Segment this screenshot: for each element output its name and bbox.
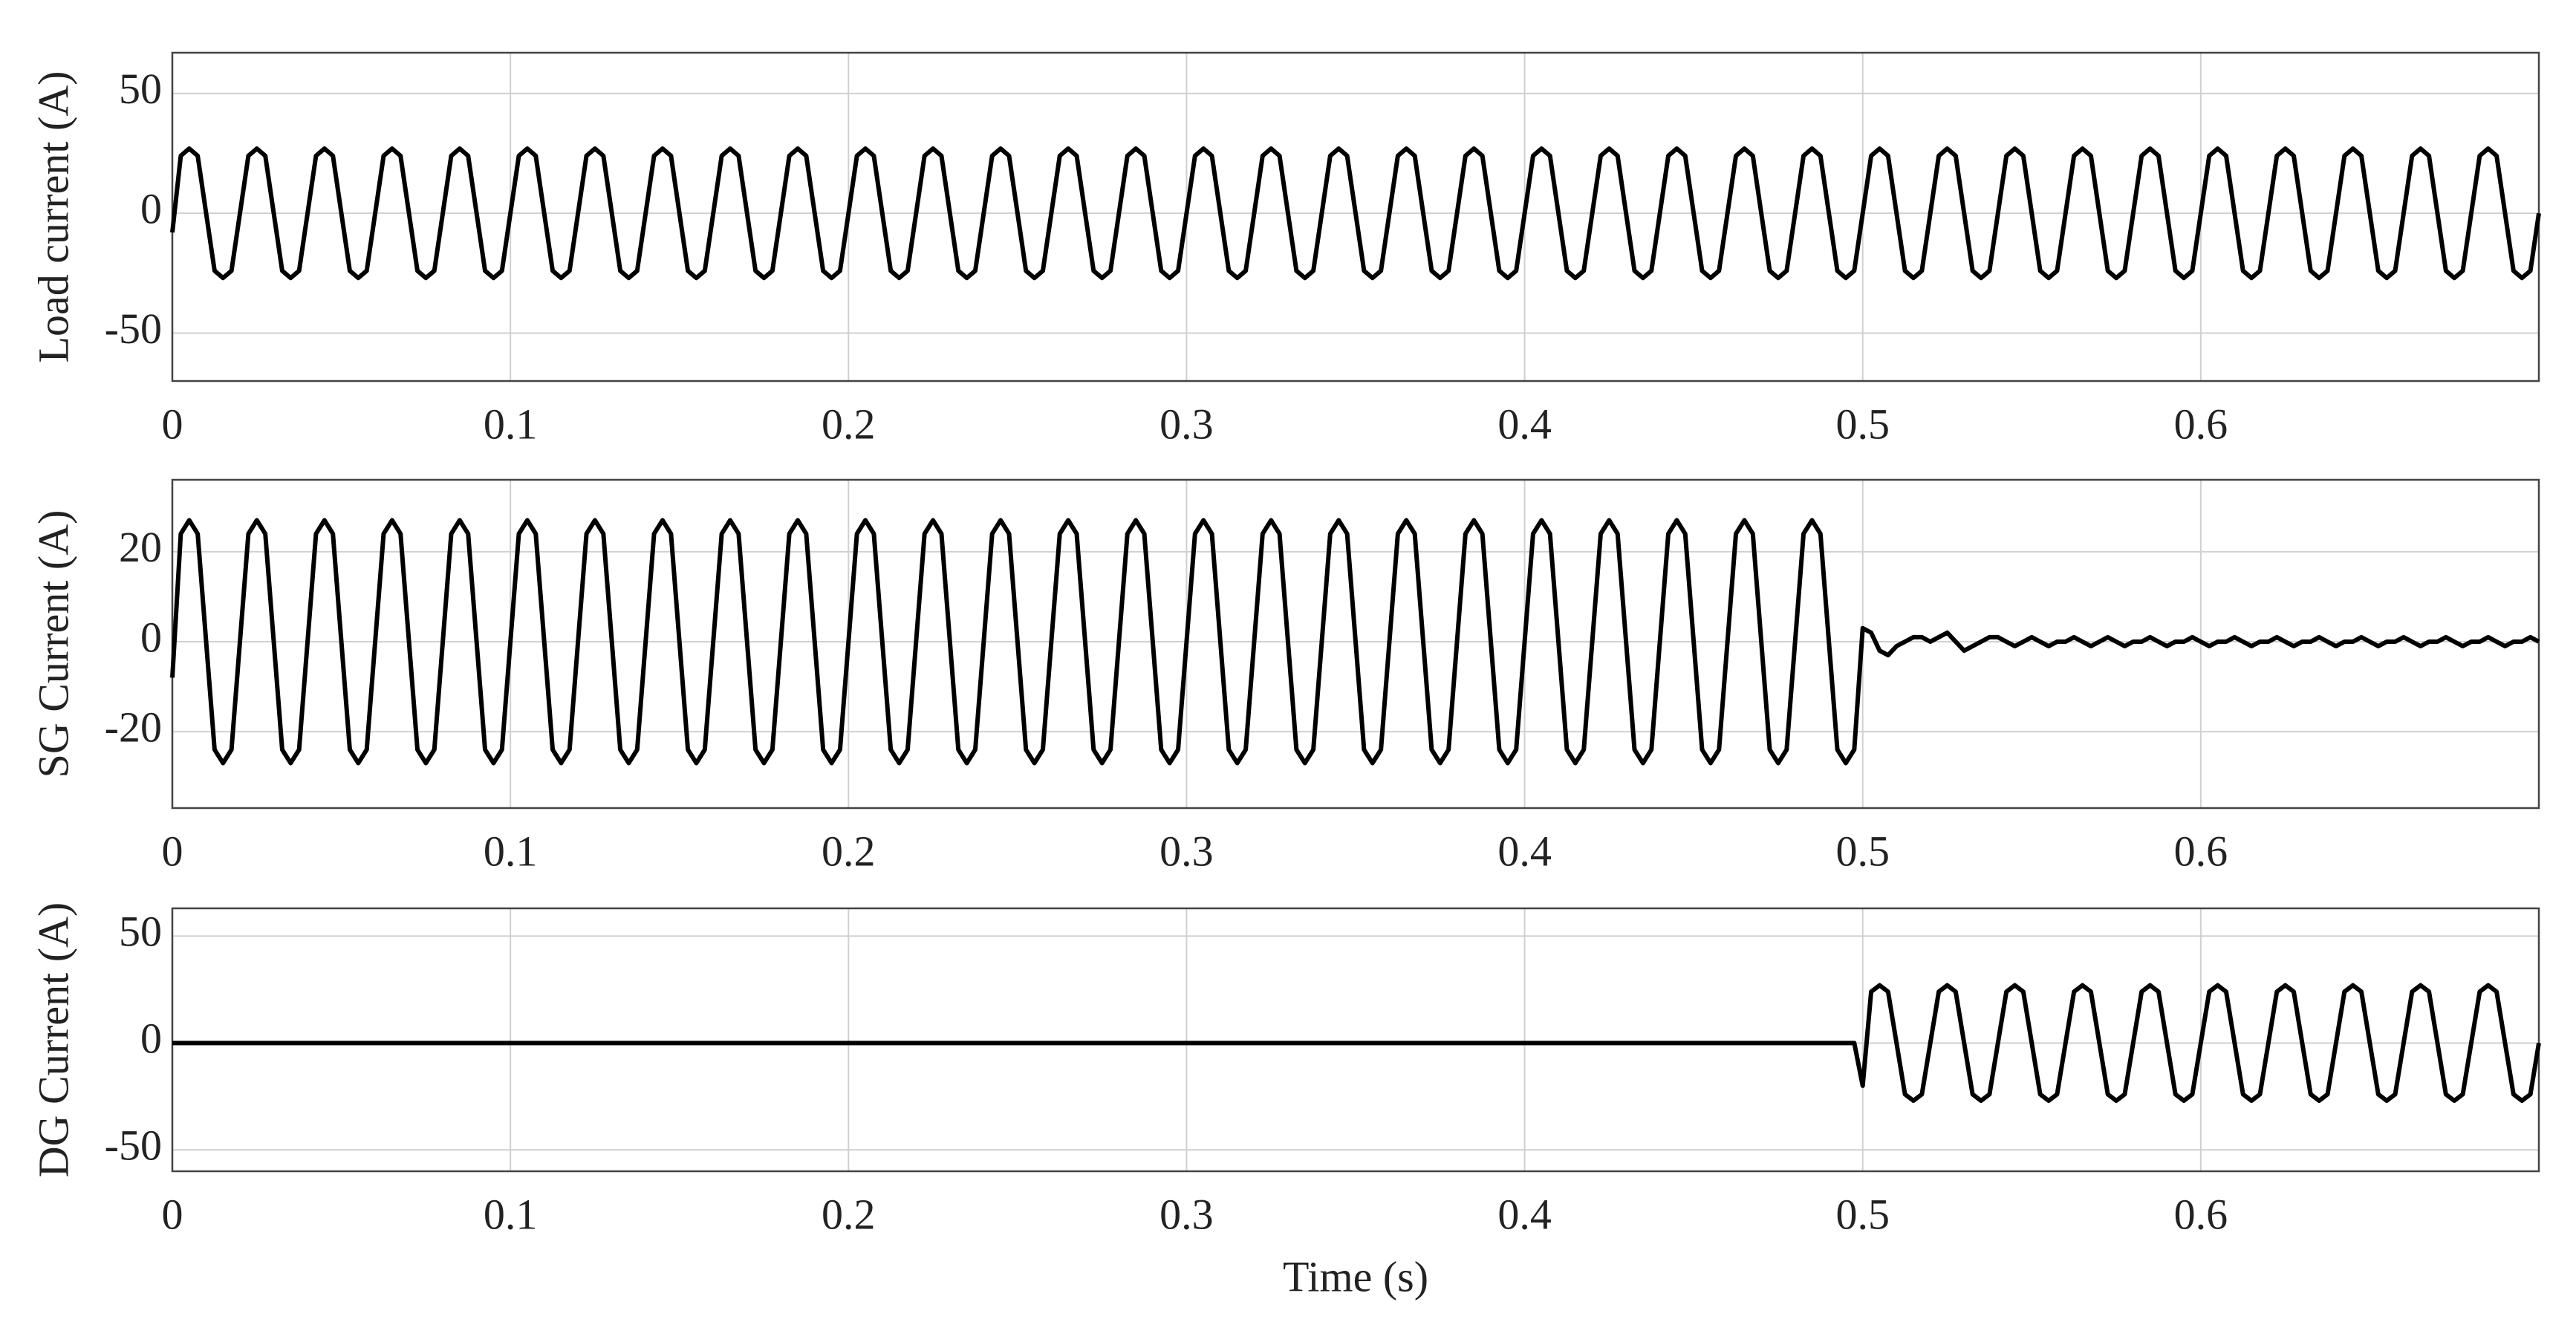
y-tick-label: -50 [105, 305, 162, 353]
x-tick-label: 0.1 [484, 400, 538, 448]
x-tick-label: 0 [162, 400, 183, 448]
x-tick-label: 0.6 [2174, 827, 2228, 875]
x-tick-label: 0.4 [1497, 1190, 1552, 1238]
x-tick-label: 0.5 [1835, 1190, 1890, 1238]
y-tick-label: 0 [140, 184, 162, 232]
x-tick-label: 0.5 [1835, 400, 1890, 448]
x-tick-label: 0.2 [822, 827, 876, 875]
y-tick-label: 50 [119, 908, 162, 956]
x-tick-label: 0.2 [822, 400, 876, 448]
x-tick-label: 0.4 [1497, 827, 1552, 875]
y-axis-label: DG Current (A) [29, 902, 77, 1177]
x-tick-label: 0.1 [484, 1190, 538, 1238]
line [172, 983, 2541, 1104]
x-tick-label: 0.6 [2174, 400, 2228, 448]
y-tick-label: -20 [105, 703, 162, 751]
x-tick-label: 0.1 [484, 827, 538, 875]
plot-frame [171, 907, 2540, 1173]
x-tick-label: 0.5 [1835, 827, 1890, 875]
x-tick-label: 0.3 [1159, 827, 1214, 875]
x-tick-label: 0.3 [1159, 400, 1214, 448]
y-tick-label: -50 [105, 1121, 162, 1170]
y-axis-label: Load current (A) [29, 71, 77, 363]
line [170, 146, 2541, 281]
x-tick-label: 0 [162, 827, 183, 875]
y-tick-label: 0 [140, 1015, 162, 1063]
x-tick-label: 0.6 [2174, 1190, 2228, 1238]
x-tick-label: 0.4 [1497, 400, 1552, 448]
x-tick-label: 0.2 [822, 1190, 876, 1238]
x-axis-label: Time (s) [1283, 1252, 1428, 1300]
x-tick-label: 0 [162, 1190, 183, 1238]
y-tick-label: 50 [119, 65, 162, 113]
y-tick-label: 20 [119, 523, 162, 571]
y-tick-label: 0 [140, 613, 162, 661]
x-tick-label: 0.3 [1159, 1190, 1214, 1238]
line [170, 518, 2540, 766]
y-axis-label: SG Current (A) [29, 510, 77, 778]
